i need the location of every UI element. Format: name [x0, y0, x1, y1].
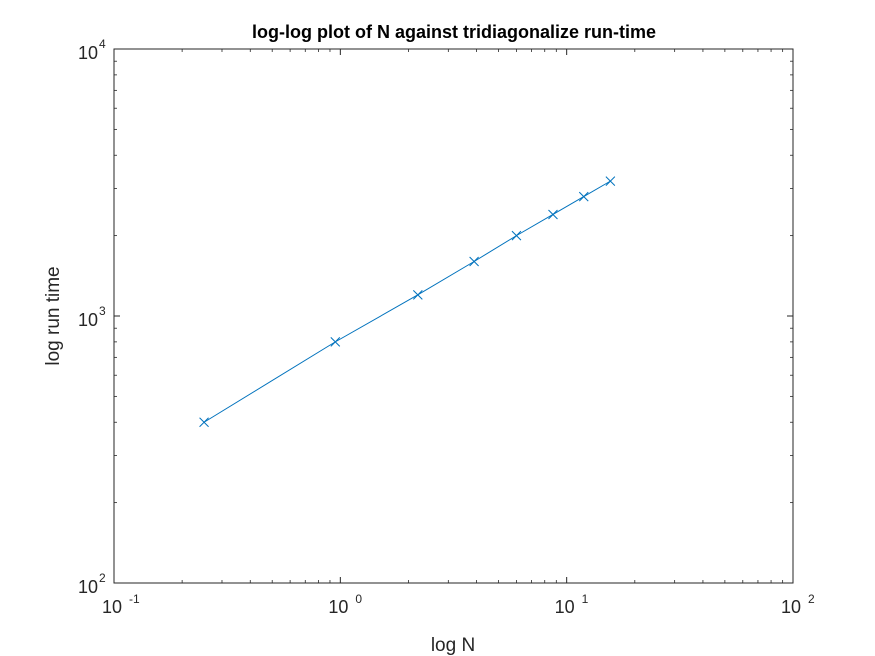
x-tick-label-exponent: 2 [808, 592, 815, 606]
x-tick-labels: 10 -1 10 0 10 1 10 2 [102, 592, 815, 617]
marker-stroke [330, 337, 341, 347]
series-group [199, 176, 616, 428]
plot-area [114, 49, 793, 583]
marker-stroke [199, 417, 209, 428]
plot-frame [113, 48, 794, 584]
y-tick-label-exponent: 2 [99, 571, 106, 585]
marker-stroke [412, 290, 423, 300]
x-tick-label: 10 [555, 597, 575, 617]
x-axis-label: log N [431, 635, 475, 656]
y-tick-label: 10 [78, 310, 98, 330]
chart-title: log-log plot of N against tridiagonalize… [252, 22, 656, 42]
data-point-marker [199, 417, 209, 428]
x-tick-label-exponent: -1 [129, 592, 140, 606]
y-axis-label: log run time [43, 266, 64, 365]
marker-stroke [548, 209, 558, 220]
series-line [203, 180, 611, 423]
x-tick-label: 10 [781, 597, 801, 617]
marker-stroke [605, 176, 616, 186]
data-point-marker [330, 337, 341, 347]
x-tick-label: 10 [328, 597, 348, 617]
data-point-marker [548, 209, 558, 220]
y-tick-label-exponent: 3 [99, 304, 106, 318]
marker-stroke [469, 256, 479, 267]
data-point-marker [412, 290, 423, 300]
marker-stroke [578, 191, 589, 202]
y-tick-label-exponent: 4 [99, 37, 106, 51]
x-tick-label-exponent: 1 [582, 592, 589, 606]
y-tick-label: 10 [78, 43, 98, 63]
data-point-marker [605, 176, 616, 186]
marker-stroke [511, 230, 522, 241]
x-tick-label-exponent: 0 [355, 592, 362, 606]
x-tick-label: 10 [102, 597, 122, 617]
data-point-marker [578, 191, 589, 202]
data-point-marker [511, 230, 522, 241]
y-tick-label: 10 [78, 577, 98, 597]
data-point-marker [469, 256, 479, 267]
